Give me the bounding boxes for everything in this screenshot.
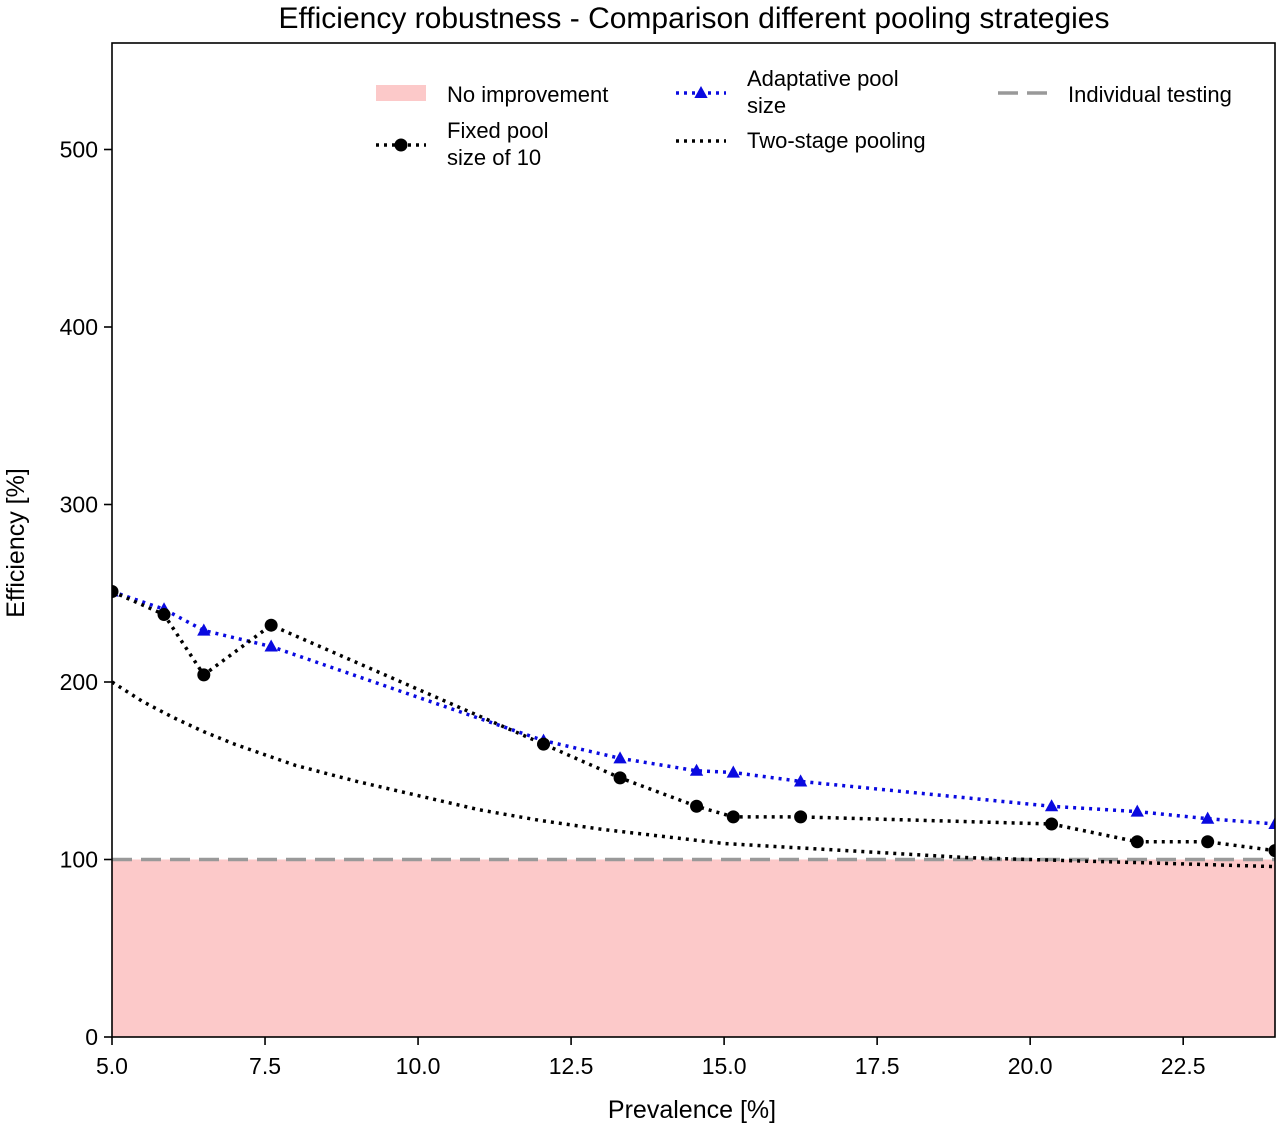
no-improvement-region: [112, 860, 1275, 1038]
fixed-pool-point: [614, 771, 627, 784]
legend-fixed-pool-marker: [395, 139, 408, 152]
x-tick-label: 17.5: [855, 1053, 900, 1079]
fixed-pool-point: [537, 738, 550, 751]
adaptative-pool-point: [727, 766, 740, 778]
fixed-pool-point: [727, 810, 740, 823]
legend-no-improvement-label: No improvement: [447, 82, 608, 107]
fixed-pool-point: [1131, 835, 1144, 848]
legend-adaptative-marker: [694, 86, 707, 98]
adaptative-pool-point: [1131, 805, 1144, 817]
plot-content: [105, 584, 1280, 1037]
y-tick-label: 400: [60, 314, 98, 340]
x-tick-label: 15.0: [702, 1053, 747, 1079]
fixed-pool-point: [197, 668, 210, 681]
y-tick-label: 100: [60, 847, 98, 873]
x-tick-label: 20.0: [1008, 1053, 1053, 1079]
y-tick-label: 200: [60, 669, 98, 695]
adaptative-pool-point: [197, 624, 210, 636]
fixed-pool-point: [690, 800, 703, 813]
x-tick-label: 7.5: [249, 1053, 281, 1079]
legend-two-stage-label: Two-stage pooling: [747, 128, 926, 153]
fixed-pool-point: [1201, 835, 1214, 848]
x-axis-label: Prevalence [%]: [608, 1096, 776, 1124]
y-tick-label: 500: [60, 137, 98, 163]
legend-no-improvement-swatch: [376, 85, 426, 101]
fixed-pool-point: [794, 810, 807, 823]
adaptative-pool-point: [264, 640, 277, 652]
plot-area: [105, 584, 1280, 1037]
fixed-pool-point: [1045, 818, 1058, 831]
fixed-pool-point: [158, 608, 171, 621]
chart-title: Efficiency robustness - Comparison diffe…: [279, 2, 1110, 35]
x-tick-label: 10.0: [396, 1053, 441, 1079]
y-tick-label: 0: [85, 1024, 98, 1050]
adaptative-pool-point: [1268, 817, 1280, 829]
fixed-pool-point: [265, 619, 278, 632]
x-tick-label: 12.5: [549, 1053, 594, 1079]
x-tick-label: 22.5: [1161, 1053, 1206, 1079]
series-line-1: [112, 592, 1275, 825]
adaptative-pool-point: [613, 751, 626, 763]
adaptative-pool-point: [1045, 799, 1058, 811]
y-axis-label: Efficiency [%]: [2, 468, 30, 618]
legend-individual-testing-label: Individual testing: [1068, 82, 1232, 107]
x-tick-label: 5.0: [96, 1053, 128, 1079]
y-tick-label: 300: [60, 492, 98, 518]
